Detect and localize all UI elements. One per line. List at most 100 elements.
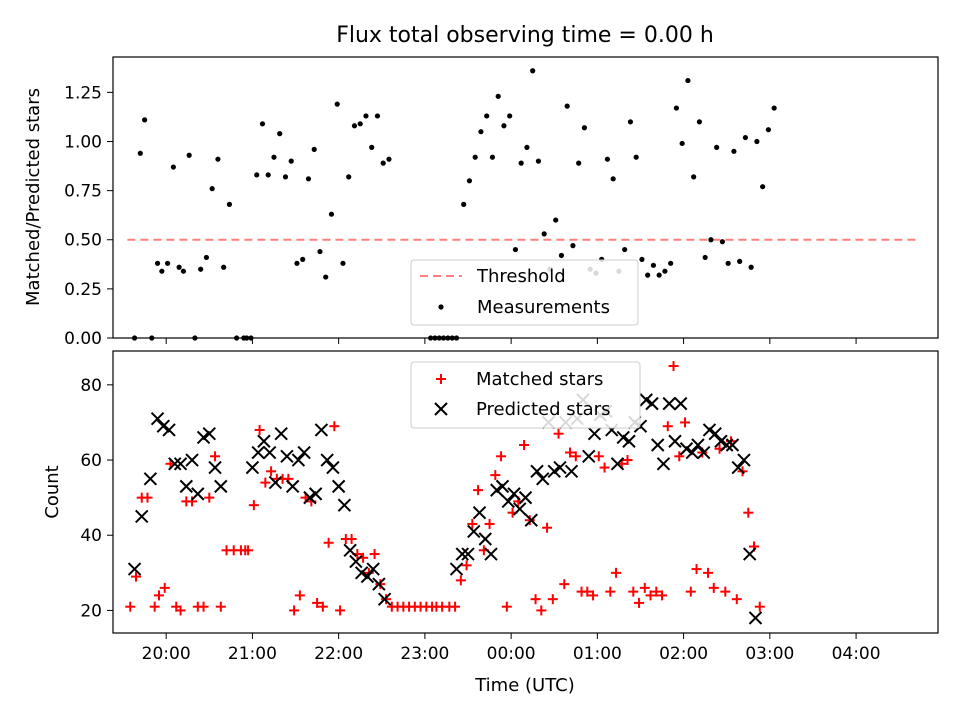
predicted-star-point xyxy=(610,457,625,471)
measurement-point xyxy=(137,150,143,156)
predicted-star-point xyxy=(280,449,294,463)
measurement-point xyxy=(305,176,312,182)
predicted-star-point xyxy=(582,449,596,463)
matched-star-point xyxy=(375,579,386,590)
measurement-point xyxy=(518,160,524,166)
top-legend-box xyxy=(410,259,639,326)
matched-star-point xyxy=(691,564,702,575)
matched-star-point xyxy=(484,518,495,529)
bottom-legend-box xyxy=(410,361,641,429)
measurement-point xyxy=(679,140,685,147)
measurement-point xyxy=(708,237,714,243)
predicted-star-point xyxy=(150,411,165,426)
matched-star-point xyxy=(346,534,357,544)
predicted-star-point xyxy=(467,524,481,539)
predicted-star-point xyxy=(530,464,544,479)
measurement-point xyxy=(374,113,381,119)
matched-star-point xyxy=(294,590,305,601)
measurement-point xyxy=(610,176,616,182)
measurement-point xyxy=(472,154,478,160)
predicted-star-point xyxy=(691,438,705,452)
bottom-x-axis-ticks: 20:00 21:00 22:00 23:00 00:00 01:00 02:00 03:00… xyxy=(142,633,881,664)
measurement-point xyxy=(288,158,294,164)
measurement-point xyxy=(702,254,708,261)
matched-star-point xyxy=(559,579,570,590)
measurement-point xyxy=(742,134,749,141)
measurement-point xyxy=(530,68,536,74)
top-y-axis-label: Matched/Predicted stars xyxy=(23,88,44,306)
measurement-point xyxy=(553,217,559,223)
predicted-star-point xyxy=(191,487,205,501)
matched-star-point xyxy=(149,601,160,612)
measurement-point xyxy=(363,113,369,119)
matched-star-point xyxy=(542,522,553,533)
matched-star-point xyxy=(565,447,576,458)
matched-star-point xyxy=(668,361,679,372)
matched-star-point xyxy=(519,440,530,450)
chart-title: Flux total observing time = 0.00 h xyxy=(336,23,714,48)
measurement-point xyxy=(461,201,467,207)
matched-star-point xyxy=(662,421,673,432)
predicted-star-point xyxy=(507,487,521,501)
top-x-axis-ticks xyxy=(165,338,857,344)
matched-star-point xyxy=(381,594,392,605)
matched-star-point xyxy=(125,601,136,612)
top-panel: 0.00 0.25 0.50 0.75 1.00 1.25 Matched/Predict… xyxy=(23,56,939,349)
bottom-x-axis-label: Time (UTC) xyxy=(474,675,575,696)
predicted-star-point xyxy=(308,487,323,501)
measurement-point xyxy=(294,260,300,266)
measurement-point xyxy=(386,156,392,162)
matched-star-point xyxy=(754,601,765,612)
predicted-star-point xyxy=(685,445,699,460)
matched-star-point xyxy=(622,455,633,466)
predicted-star-point xyxy=(449,562,464,576)
predicted-star-point xyxy=(587,427,602,441)
measurement-point xyxy=(265,172,271,178)
top-y-tick-label: 1.00 xyxy=(64,132,102,152)
top-axes-frame xyxy=(112,56,939,339)
predicted-star-point xyxy=(377,592,392,606)
predicted-star-point xyxy=(251,445,265,460)
measurement-point xyxy=(489,154,496,160)
matched-star-point xyxy=(317,601,328,612)
measurement-point xyxy=(209,186,215,192)
predicted-star-point xyxy=(731,460,745,475)
predicted-star-point xyxy=(472,505,487,520)
measurement-point xyxy=(221,264,227,270)
measurement-point xyxy=(748,264,754,270)
predicted-star-point xyxy=(495,479,510,494)
measurement-point xyxy=(673,105,680,111)
predicted-star-point xyxy=(536,472,550,486)
matched-star-point xyxy=(369,549,380,560)
matched-star-point xyxy=(685,586,696,597)
predicted-star-point xyxy=(622,434,636,448)
predicted-star-point xyxy=(501,494,515,509)
top-y-tick-label: 0.75 xyxy=(64,182,102,202)
bottom-x-tick-label: 23:00 xyxy=(400,644,449,664)
predicted-star-point xyxy=(173,457,188,471)
matched-star-point xyxy=(473,485,484,496)
matched-star-point xyxy=(215,601,226,612)
matched-star-point xyxy=(639,582,650,593)
matched-star-point xyxy=(210,451,221,462)
predicted-star-point xyxy=(291,453,306,467)
measurement-point xyxy=(645,272,651,278)
predicted-star-point xyxy=(143,472,158,486)
predicted-star-point xyxy=(564,464,579,479)
measurement-point xyxy=(507,113,513,119)
bottom-x-tick-label: 21:00 xyxy=(228,644,277,664)
predicted-star-point xyxy=(168,457,182,471)
top-legend: Threshold Measurements xyxy=(410,259,639,326)
measurement-point xyxy=(198,266,204,272)
measurement-point xyxy=(662,268,668,274)
measurement-point xyxy=(346,174,352,180)
matched-star-point xyxy=(159,582,170,593)
legend-matched-swatch xyxy=(436,374,446,384)
measurement-point xyxy=(254,172,260,178)
matched-star-point xyxy=(720,586,731,597)
measurement-point xyxy=(215,156,221,162)
measurement-point xyxy=(351,123,358,129)
matched-star-point xyxy=(254,424,265,435)
matched-star-point xyxy=(312,597,323,608)
